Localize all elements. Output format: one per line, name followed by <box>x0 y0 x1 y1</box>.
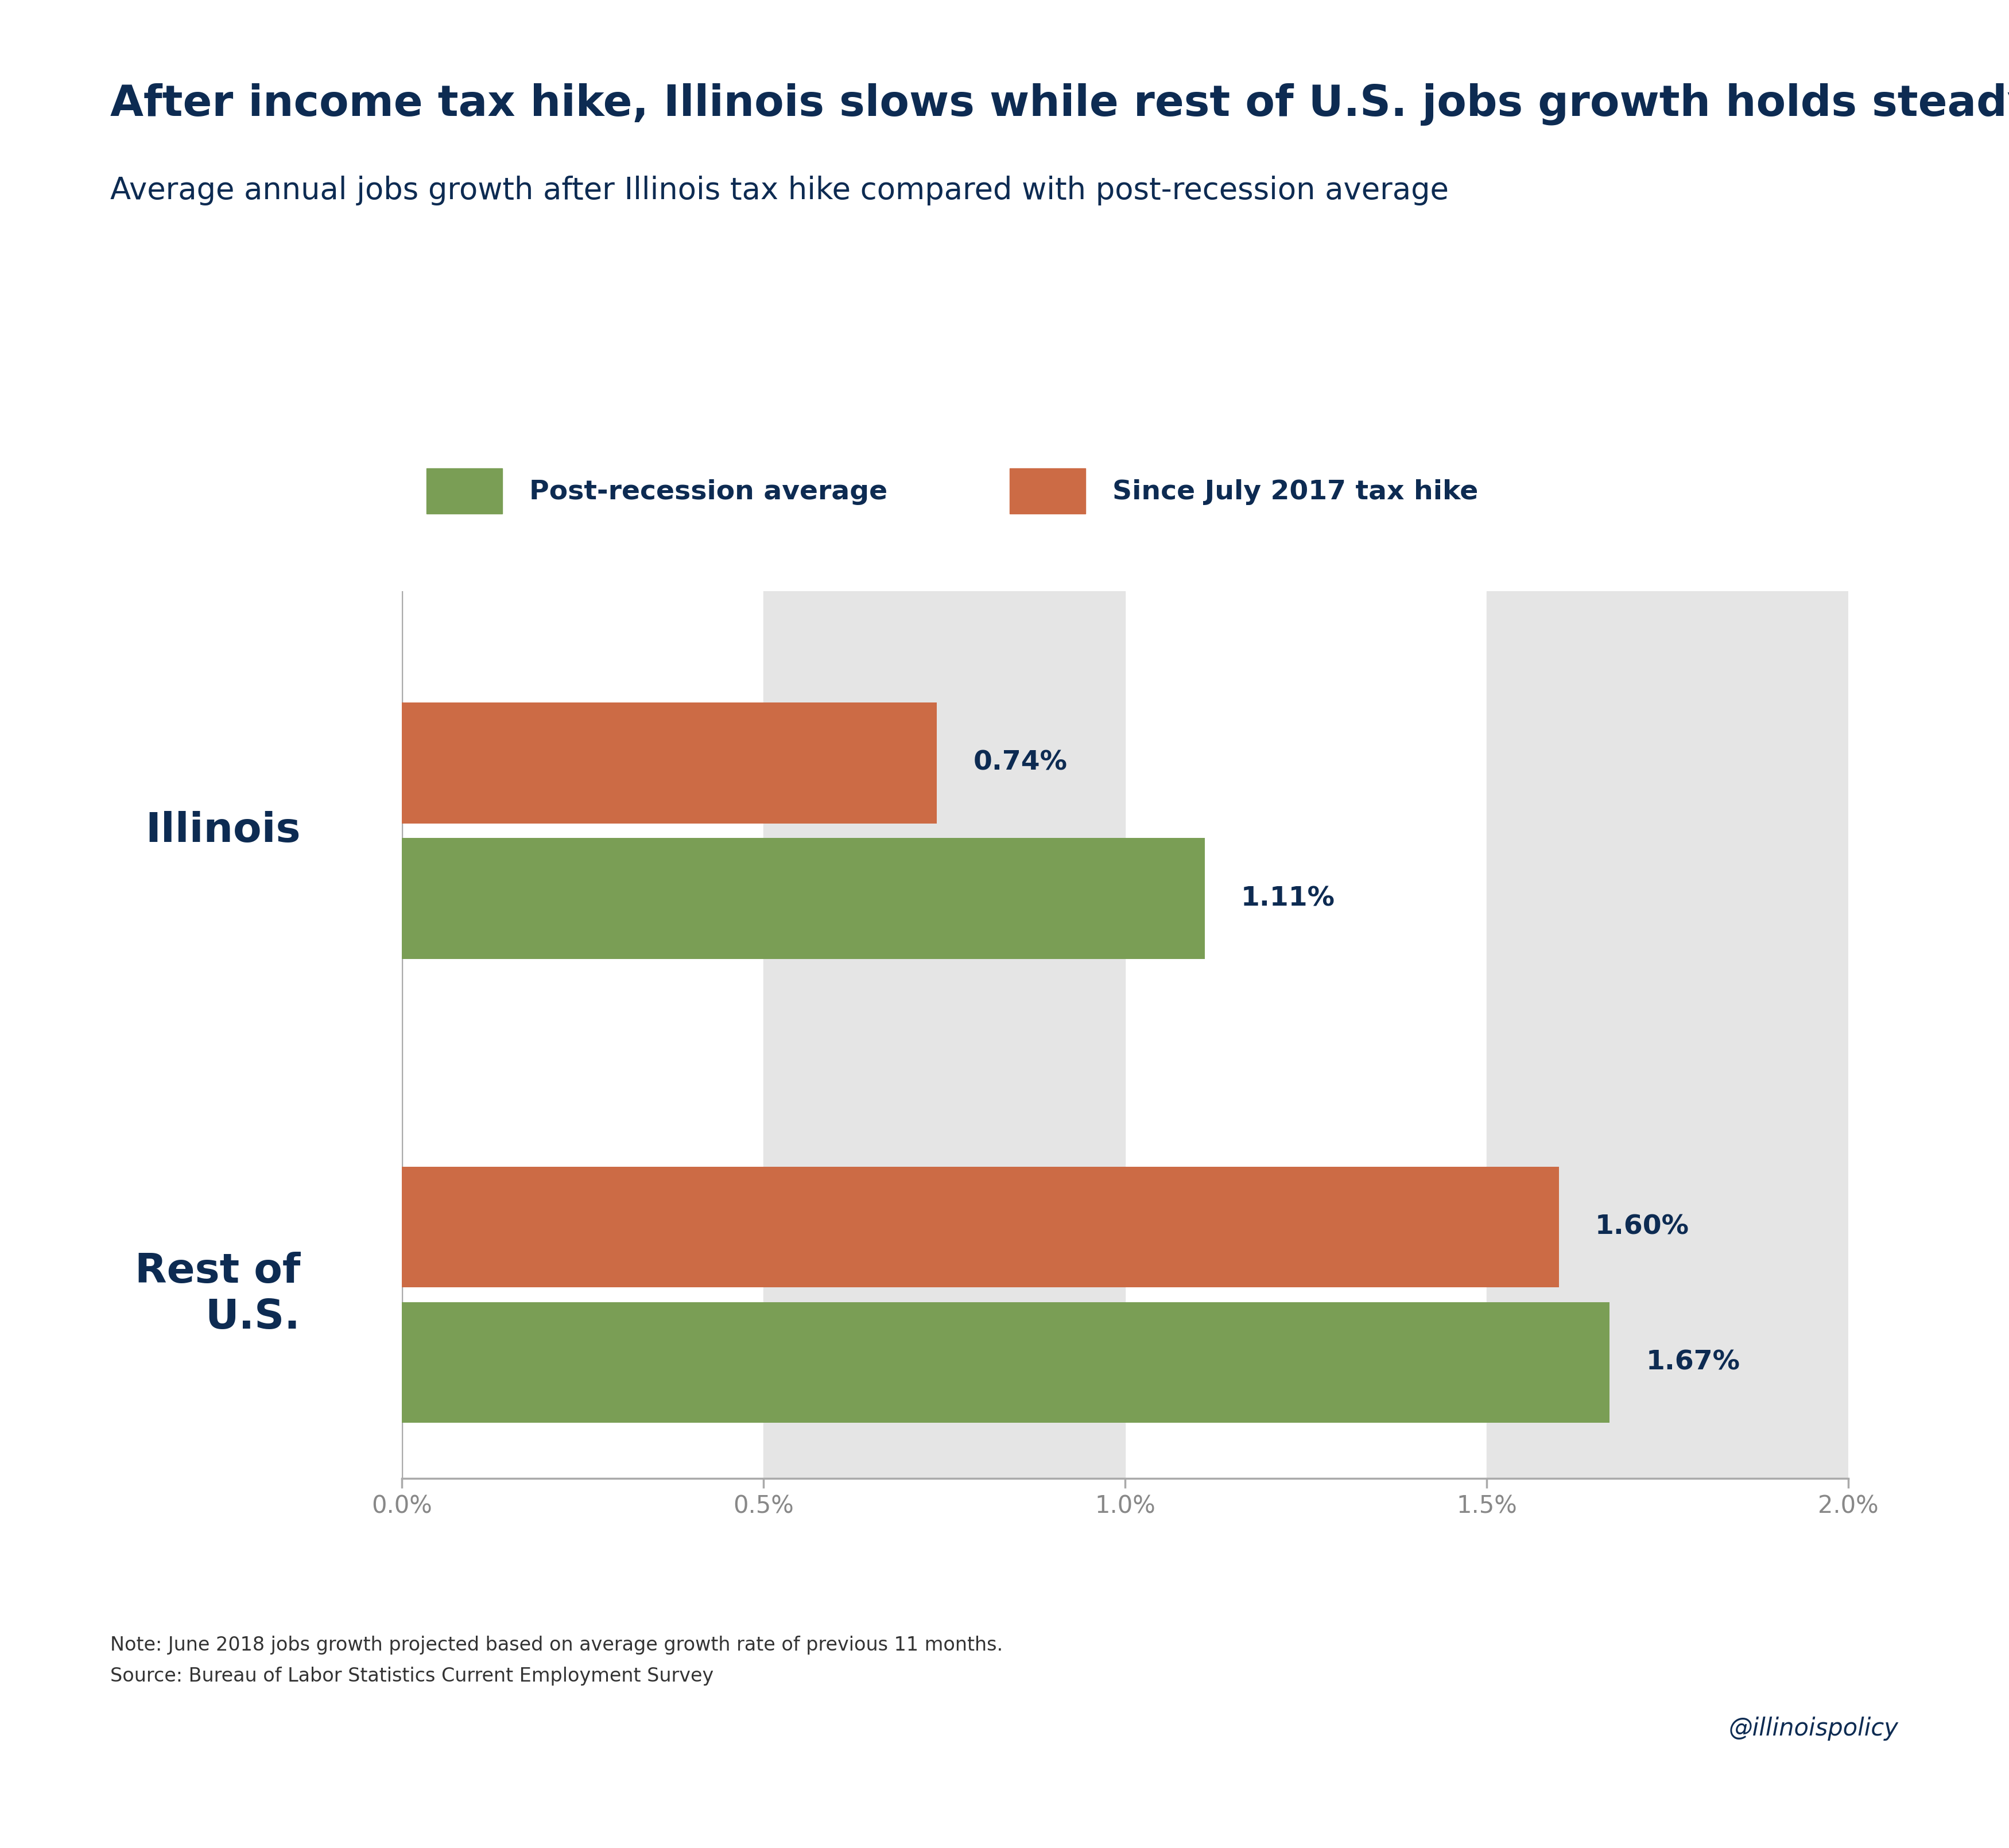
Legend: Post-recession average, Since July 2017 tax hike: Post-recession average, Since July 2017 … <box>416 458 1489 525</box>
Text: 1.67%: 1.67% <box>1645 1349 1740 1375</box>
Text: 1.60%: 1.60% <box>1595 1214 1690 1240</box>
Bar <box>402 1303 1609 1423</box>
Text: After income tax hike, Illinois slows while rest of U.S. jobs growth holds stead: After income tax hike, Illinois slows wh… <box>110 83 2009 126</box>
Text: Note: June 2018 jobs growth projected based on average growth rate of previous 1: Note: June 2018 jobs growth projected ba… <box>110 1635 1002 1685</box>
Text: Illinois: Illinois <box>145 811 301 850</box>
Bar <box>402 702 936 824</box>
Text: Rest of
U.S.: Rest of U.S. <box>135 1251 301 1338</box>
Bar <box>763 591 1125 1478</box>
Text: Average annual jobs growth after Illinois tax hike compared with post-recession : Average annual jobs growth after Illinoi… <box>110 176 1448 205</box>
Bar <box>1487 591 1848 1478</box>
Bar <box>402 1166 1559 1288</box>
Text: 1.11%: 1.11% <box>1242 885 1334 911</box>
Text: 0.74%: 0.74% <box>972 750 1067 776</box>
Text: @illinoispolicy: @illinoispolicy <box>1728 1717 1899 1741</box>
Bar <box>402 839 1205 959</box>
